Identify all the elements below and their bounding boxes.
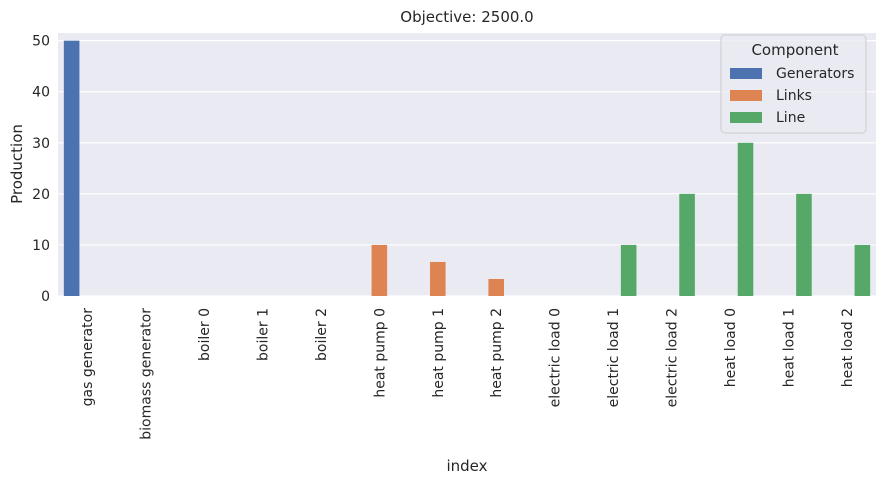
x-tick-label: heat load 1 <box>781 308 797 387</box>
y-tick-label: 20 <box>32 187 50 203</box>
legend-box <box>720 34 867 134</box>
legend-items: Generators Links Line <box>730 66 854 126</box>
bar-generators-0 <box>63 40 80 297</box>
x-tick-label: electric load 0 <box>548 308 564 407</box>
y-tick-label: 50 <box>32 34 50 50</box>
legend-swatch <box>730 90 762 101</box>
x-tick-label: heat load 2 <box>840 308 856 387</box>
x-tick-label: gas generator <box>80 308 96 407</box>
x-tick-label: electric load 1 <box>606 308 622 407</box>
legend-swatch <box>730 112 762 123</box>
y-tick-label: 30 <box>32 136 50 152</box>
bar-line-10 <box>679 193 695 296</box>
x-axis-title: index <box>446 457 487 475</box>
bar-line-11 <box>737 142 754 296</box>
legend-label: Generators <box>776 66 854 82</box>
y-tick-label: 40 <box>32 85 50 101</box>
bar-links-7 <box>488 278 505 296</box>
y-axis-title: Production <box>8 124 26 204</box>
x-tick-label: biomass generator <box>139 308 155 440</box>
x-tick-label: heat pump 0 <box>372 308 388 398</box>
x-tick-label: boiler 1 <box>256 308 272 361</box>
y-tick-labels: 0 10 20 30 40 50 <box>32 34 50 305</box>
legend-label: Links <box>776 88 812 104</box>
x-tick-labels: gas generator biomass generator boiler 0 bo… <box>80 308 856 440</box>
chart-title: Objective: 2500.0 <box>400 8 533 26</box>
legend-label: Line <box>776 110 805 126</box>
x-tick-label: boiler 2 <box>314 308 330 361</box>
y-tick-label: 10 <box>32 238 50 254</box>
x-tick-label: heat load 0 <box>723 308 739 387</box>
bar-line-9 <box>620 244 637 296</box>
y-tick-label: 0 <box>41 289 50 305</box>
legend: Component Generators Links Line <box>720 34 867 134</box>
x-tick-label: heat pump 2 <box>489 308 505 398</box>
bar-line-12 <box>796 193 812 296</box>
x-tick-label: boiler 0 <box>197 308 213 361</box>
bar-links-6 <box>429 261 446 296</box>
legend-swatch <box>730 68 762 79</box>
x-tick-label: electric load 2 <box>665 308 681 407</box>
bars <box>63 40 871 297</box>
bar-line-13 <box>854 244 871 296</box>
bar-links-5 <box>371 244 388 296</box>
x-tick-label: heat pump 1 <box>431 308 447 398</box>
legend-title: Component <box>751 41 838 59</box>
